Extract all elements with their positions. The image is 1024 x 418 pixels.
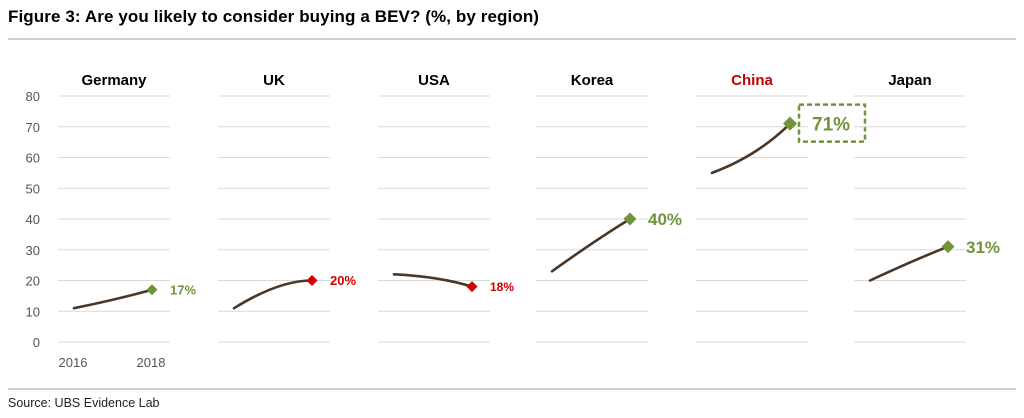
series-line-korea <box>550 217 632 273</box>
title-divider <box>8 38 1016 40</box>
series-line-uk <box>232 279 314 310</box>
y-tick-label: 30 <box>26 243 40 258</box>
chart-title: Figure 3: Are you likely to consider buy… <box>8 7 540 26</box>
data-label-japan: 31% <box>966 238 1000 257</box>
highlight-box <box>797 103 867 143</box>
panel-title-korea: Korea <box>571 72 614 89</box>
x-tick-label: 2016 <box>59 355 88 370</box>
panel-title-china: China <box>731 72 773 89</box>
y-tick-label: 10 <box>26 304 40 319</box>
panel-title-uk: UK <box>263 72 285 89</box>
data-label-china: 71% <box>812 115 850 136</box>
end-point-marker-japan <box>941 240 955 254</box>
data-label-korea: 40% <box>648 210 682 229</box>
end-point-marker-uk <box>306 275 318 286</box>
series-line-japan <box>868 245 950 282</box>
data-label-uk: 20% <box>330 273 356 288</box>
source-note: Source: UBS Evidence Lab <box>8 396 160 410</box>
data-label-usa: 18% <box>490 280 514 294</box>
end-point-marker-usa <box>466 281 478 293</box>
y-tick-label: 0 <box>33 335 40 350</box>
panel-title-germany: Germany <box>81 72 147 89</box>
y-tick-label: 40 <box>26 212 40 227</box>
y-tick-label: 50 <box>26 181 40 196</box>
end-point-marker-korea <box>623 212 637 226</box>
end-point-marker-china <box>783 116 797 131</box>
x-tick-label: 2018 <box>137 355 166 370</box>
series-line-usa <box>392 273 474 288</box>
y-tick-label: 70 <box>26 120 40 135</box>
source-divider <box>8 388 1016 390</box>
series-line-germany <box>72 288 154 310</box>
end-point-marker-germany <box>146 284 158 296</box>
y-tick-label: 80 <box>26 89 40 104</box>
panel-title-japan: Japan <box>888 72 931 89</box>
panel-title-usa: USA <box>418 72 450 89</box>
series-line-china <box>710 122 792 175</box>
y-tick-label: 20 <box>26 274 40 289</box>
data-label-germany: 17% <box>170 282 196 297</box>
y-tick-label: 60 <box>26 151 40 166</box>
